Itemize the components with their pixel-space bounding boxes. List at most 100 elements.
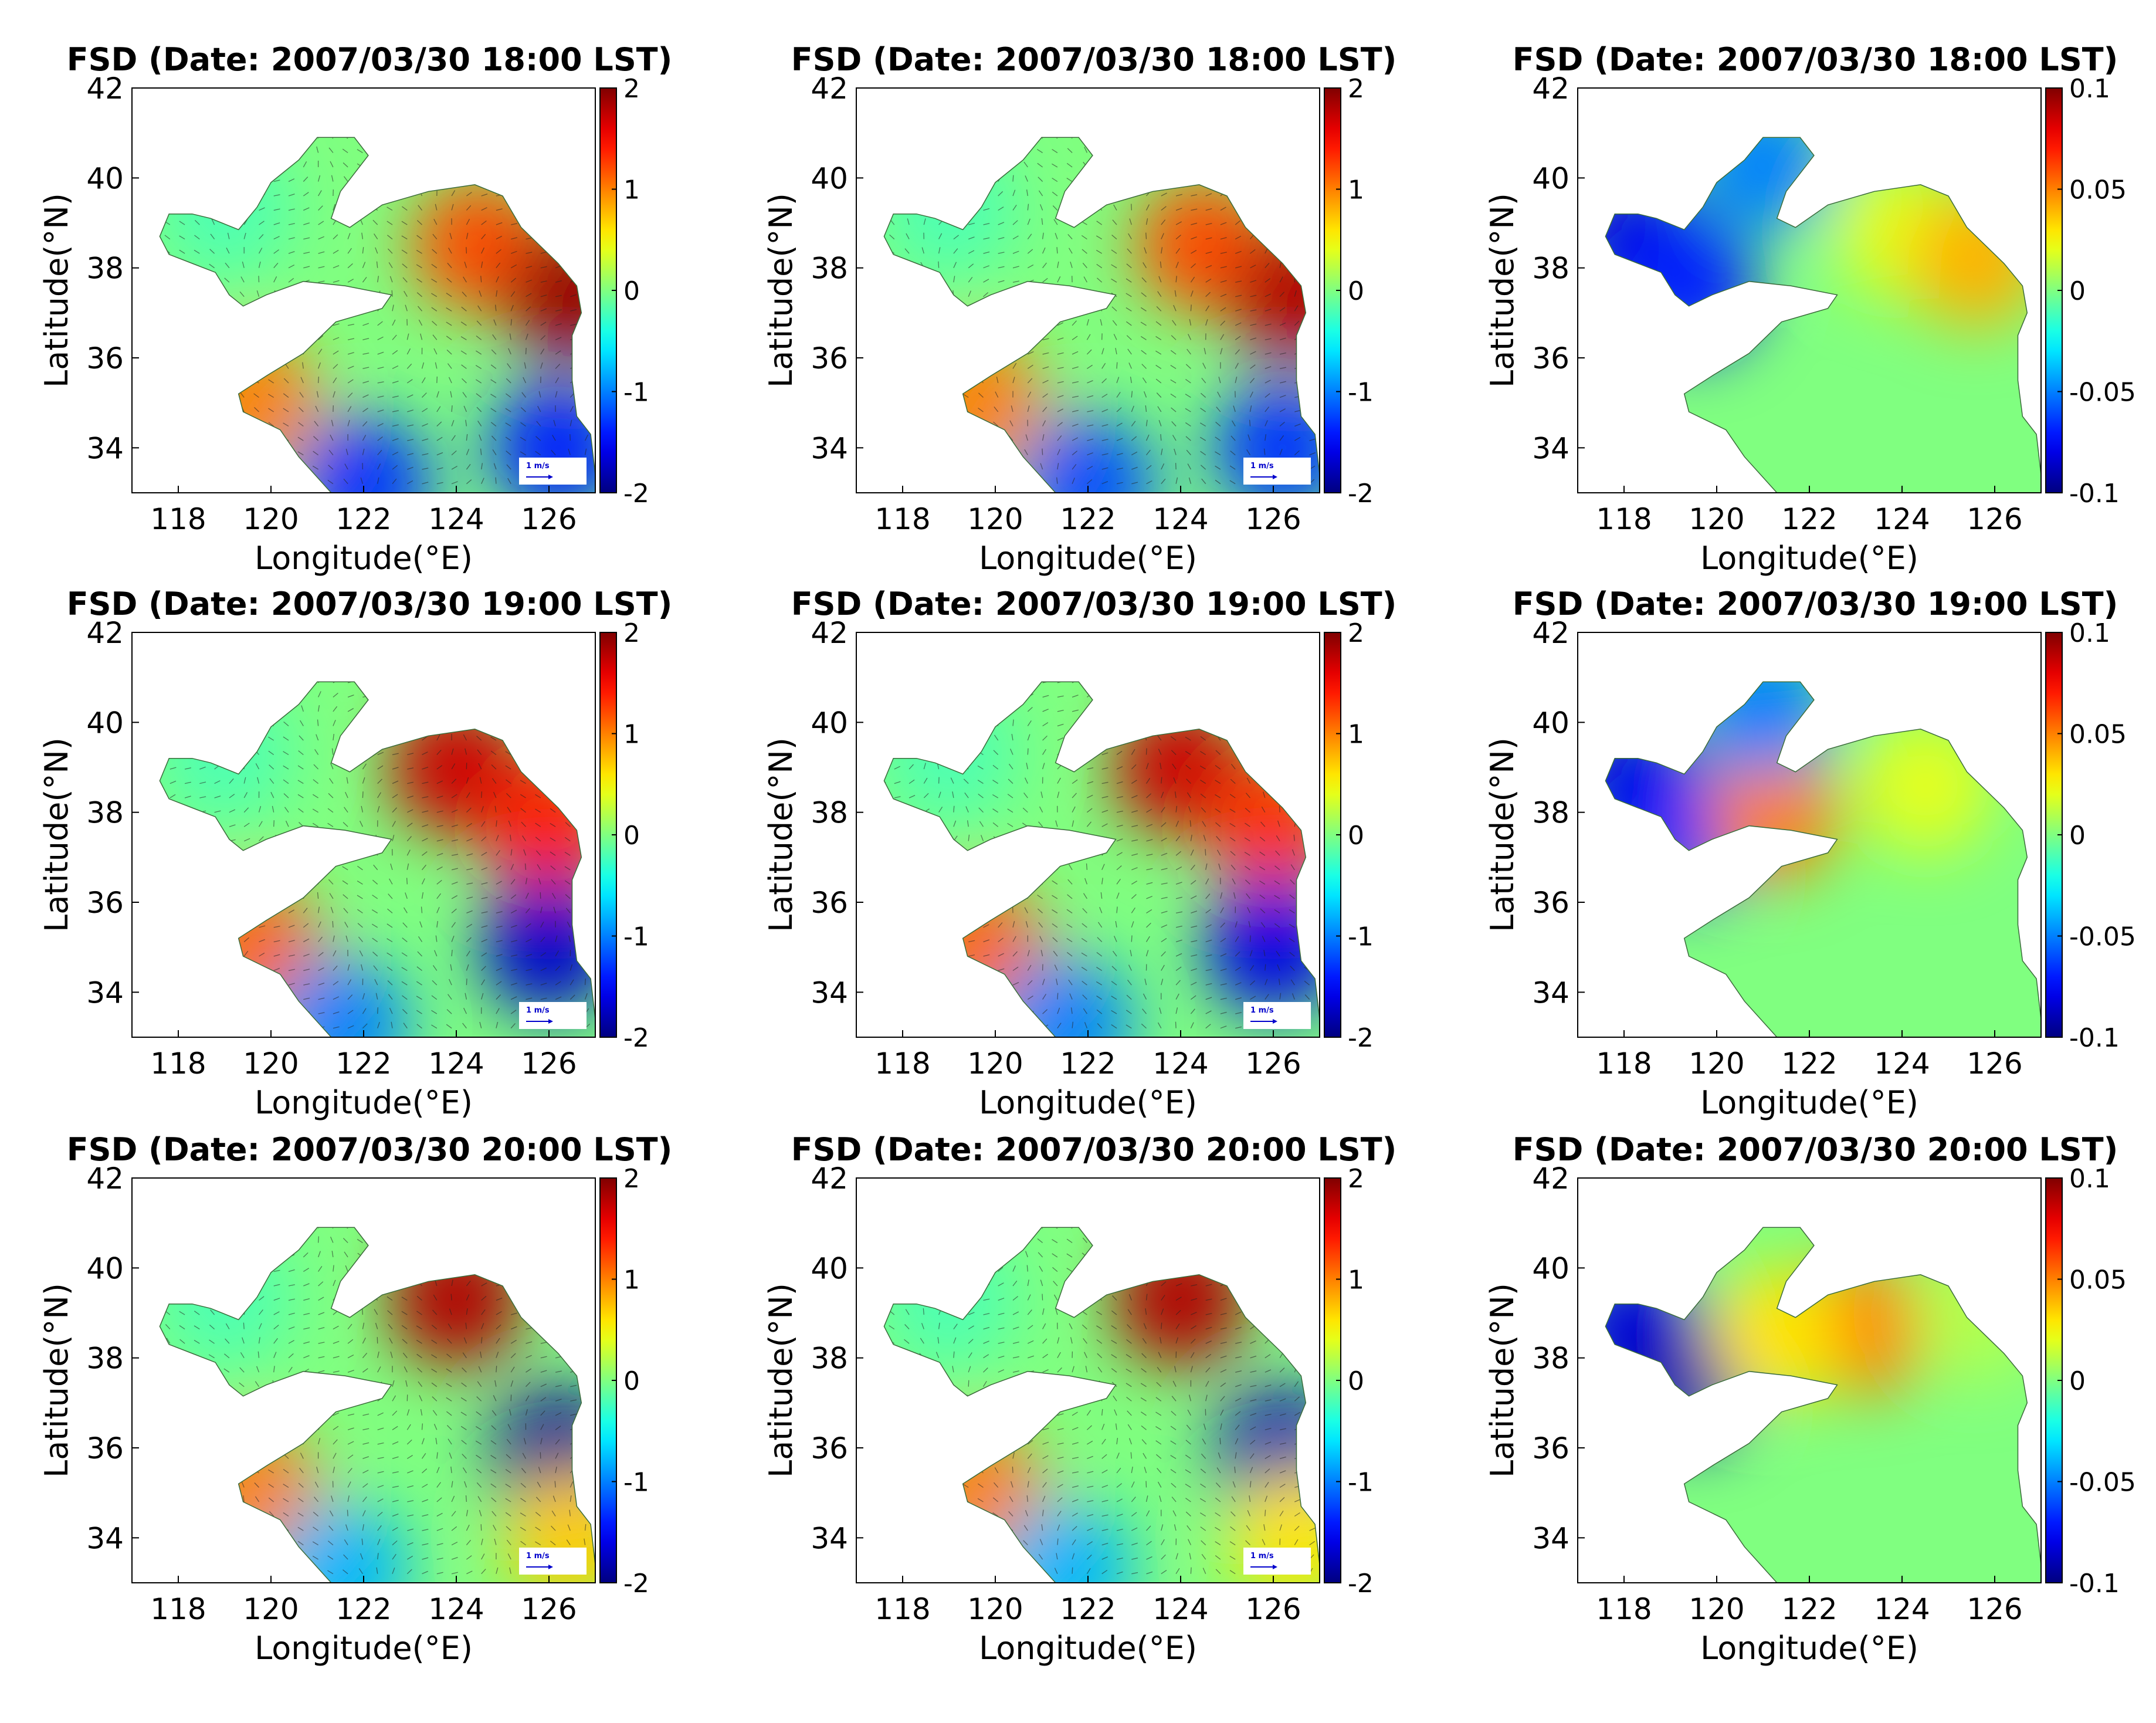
field-blob-6 <box>884 142 1016 277</box>
y-tick-label: 38 <box>86 1342 124 1376</box>
colorbar-tick-label: 0.05 <box>2069 720 2127 750</box>
colorbar-tick-label: -2 <box>623 1569 649 1599</box>
panel-title: FSD (Date: 2007/03/30 19:00 LST) <box>1513 585 2118 622</box>
y-tick-label: 36 <box>1532 886 1569 920</box>
y-axis-label: Latitude(°N) <box>762 1283 799 1478</box>
y-tick-label: 38 <box>811 1342 848 1376</box>
colorbar-tick-label: -2 <box>1348 1569 1374 1599</box>
panel-title: FSD (Date: 2007/03/30 19:00 LST) <box>67 585 673 622</box>
y-tick-label: 40 <box>86 706 124 740</box>
field-blob-6 <box>884 686 1016 821</box>
field-blob-5 <box>997 956 1133 1037</box>
x-tick-label: 118 <box>150 1592 206 1626</box>
x-tick-label: 126 <box>521 502 577 536</box>
colorbar-tick-label: 2 <box>1348 618 1364 648</box>
scale-label: 1 m/s <box>526 462 550 470</box>
scale-label: 1 m/s <box>1250 1006 1274 1015</box>
x-tick-label: 124 <box>1874 502 1930 536</box>
colorbar-tick-label: -0.1 <box>2069 1569 2120 1599</box>
field-blob-1 <box>389 1232 524 1367</box>
y-tick-label: 42 <box>811 1162 848 1196</box>
y-tick-label: 36 <box>1532 341 1569 375</box>
y-tick-label: 38 <box>86 252 124 286</box>
x-tick-label: 124 <box>1152 502 1208 536</box>
scale-label: 1 m/s <box>526 1006 550 1015</box>
y-axis-label: Latitude(°N) <box>38 737 75 932</box>
y-tick-label: 40 <box>86 1251 124 1285</box>
field-8 <box>884 1227 1320 1583</box>
panel-title: FSD (Date: 2007/03/30 18:00 LST) <box>67 41 673 78</box>
y-tick-label: 34 <box>86 431 124 465</box>
y-axis-label: Latitude(°N) <box>38 1283 75 1478</box>
y-tick-label: 40 <box>811 1251 848 1285</box>
colorbar-tick-label: 1 <box>1348 175 1364 205</box>
y-tick-label: 42 <box>1532 72 1569 106</box>
y-tick-label: 36 <box>1532 1431 1569 1465</box>
y-axis-label: Latitude(°N) <box>762 737 799 932</box>
colorbar-tick-label: 0.05 <box>2069 1265 2127 1295</box>
colorbar-tick-label: -1 <box>623 378 649 408</box>
y-tick-label: 36 <box>86 341 124 375</box>
panel-1: 118 120 122 124 1263436384042Longitude(°E)La… <box>38 41 672 577</box>
x-tick-label: 118 <box>150 502 206 536</box>
colorbar-tick-label: 1 <box>623 720 640 750</box>
y-tick-label: 34 <box>1532 1521 1569 1555</box>
y-tick-label: 38 <box>1532 252 1569 286</box>
scale-label: 1 m/s <box>526 1552 550 1560</box>
colorbar-tick-label: 0 <box>1348 821 1364 851</box>
scale-box <box>1243 1548 1311 1575</box>
y-tick-label: 42 <box>1532 616 1569 650</box>
scale-box <box>519 1548 587 1575</box>
x-tick-label: 118 <box>1596 502 1652 536</box>
x-tick-label: 122 <box>335 1047 391 1081</box>
colorbar-tick-label: 2 <box>1348 74 1364 104</box>
colorbar-tick-label: -0.1 <box>2069 479 2120 509</box>
x-tick-label: 126 <box>1967 502 2022 536</box>
colorbar-tick-label: -1 <box>623 922 649 952</box>
y-tick-label: 34 <box>811 976 848 1010</box>
x-axis-label: Longitude(°E) <box>255 1630 473 1667</box>
field-blob-4 <box>1857 717 1993 853</box>
x-tick-label: 124 <box>1152 1592 1208 1626</box>
field-blob-4 <box>482 879 595 1015</box>
y-tick-label: 38 <box>811 252 848 286</box>
y-tick-label: 34 <box>86 976 124 1010</box>
field-5 <box>884 682 1320 1037</box>
field-4 <box>160 682 595 1037</box>
x-tick-label: 126 <box>521 1047 577 1081</box>
y-tick-label: 42 <box>86 616 124 650</box>
x-tick-label: 118 <box>150 1047 206 1081</box>
field-blob-4 <box>1908 191 2041 327</box>
field-blob-4 <box>1229 1470 1320 1583</box>
x-tick-label: 122 <box>1060 1592 1116 1626</box>
field-blob-2 <box>1229 227 1320 363</box>
field-blob-5 <box>1696 137 1830 232</box>
field-blob-5 <box>296 416 431 493</box>
x-tick-label: 118 <box>874 1592 930 1626</box>
colorbar-tick-label: -2 <box>1348 1023 1374 1053</box>
colorbar-tick-label: -1 <box>623 1468 649 1498</box>
colorbar <box>599 87 617 493</box>
y-tick-label: 34 <box>86 1521 124 1555</box>
y-tick-label: 40 <box>811 706 848 740</box>
panel-9: 118 120 122 124 126 34 36 38 40 42 Longitude(°E) La… <box>1484 1131 2136 1667</box>
y-tick-label: 36 <box>811 886 848 920</box>
x-axis-label: Longitude(°E) <box>255 1084 473 1121</box>
panel-title: FSD (Date: 2007/03/30 18:00 LST) <box>1513 41 2118 78</box>
x-tick-label: 122 <box>1781 1592 1837 1626</box>
colorbar-tick-label: 2 <box>623 1164 640 1194</box>
panel-title: FSD (Date: 2007/03/30 20:00 LST) <box>1513 1131 2118 1168</box>
colorbar-tick-label: 0 <box>623 821 640 851</box>
field-blob-1 <box>1113 1232 1248 1367</box>
x-tick-label: 120 <box>243 1592 299 1626</box>
field-blob-6 <box>160 1232 292 1367</box>
x-tick-label: 124 <box>428 1592 484 1626</box>
field-blob-5 <box>1021 416 1155 493</box>
colorbar-tick-label: 0 <box>2069 1366 2086 1396</box>
x-tick-label: 124 <box>1874 1592 1930 1626</box>
y-tick-label: 40 <box>1532 1251 1569 1285</box>
scale-box <box>519 1002 587 1029</box>
x-tick-label: 120 <box>1689 502 1744 536</box>
y-tick-label: 38 <box>86 796 124 830</box>
